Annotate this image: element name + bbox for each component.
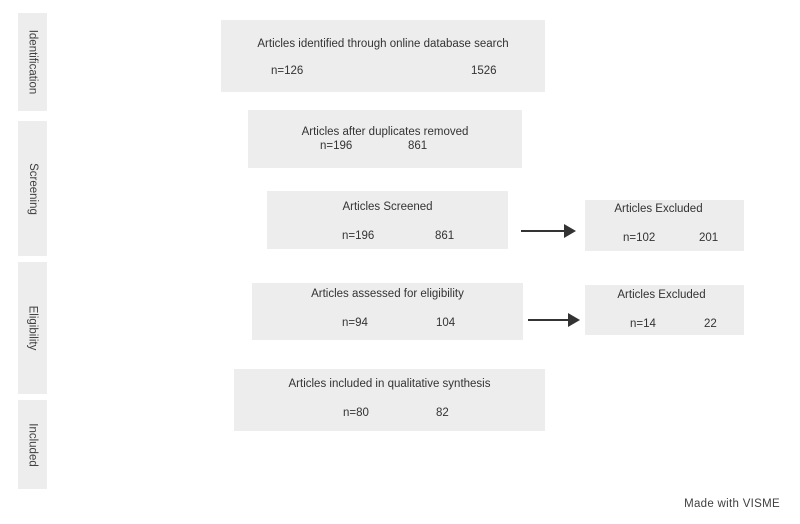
screened-count: 861 (435, 230, 455, 242)
excluded-screening-n: n=102 (623, 232, 656, 244)
duplicates-removed-count: 861 (408, 140, 428, 152)
eligibility-n: n=94 (342, 317, 368, 329)
included-count: 82 (436, 407, 449, 419)
stage-identification-label: Identification (26, 29, 39, 95)
screened-title: Articles Screened (342, 201, 433, 213)
screened-box: Articles Screened n=196 861 (267, 191, 508, 249)
excluded-eligibility-count: 22 (704, 318, 717, 330)
duplicates-removed-box: Articles after duplicates removed n=196 … (248, 110, 522, 168)
eligibility-box: Articles assessed for eligibility n=94 1… (252, 283, 523, 340)
arrow-head (564, 224, 576, 238)
stage-eligibility: Eligibility (18, 262, 47, 394)
excluded-eligibility-box: Articles Excluded n=14 22 (585, 285, 744, 335)
eligibility-exclusion-arrow (528, 313, 580, 327)
stage-included-label: Included (26, 422, 39, 467)
screening-exclusion-arrow (521, 224, 576, 238)
stage-included: Included (18, 400, 47, 489)
excluded-screening-title: Articles Excluded (614, 203, 703, 215)
identified-box: Articles identified through online datab… (221, 20, 545, 92)
made-with-visme-credit: Made with VISME (684, 498, 780, 510)
stage-screening-label: Screening (26, 162, 39, 215)
excluded-eligibility-title: Articles Excluded (617, 289, 706, 301)
duplicates-removed-n: n=196 (320, 140, 353, 152)
arrow-head (568, 313, 580, 327)
excluded-screening-count: 201 (699, 232, 719, 244)
eligibility-title: Articles assessed for eligibility (311, 288, 464, 300)
included-box: Articles included in qualitative synthes… (234, 369, 545, 431)
identified-n: n=126 (271, 65, 304, 77)
stage-eligibility-label: Eligibility (26, 305, 39, 351)
arrow-shaft (528, 319, 570, 321)
eligibility-count: 104 (436, 317, 456, 329)
identified-title: Articles identified through online datab… (257, 38, 509, 50)
included-title: Articles included in qualitative synthes… (288, 378, 491, 390)
arrow-shaft (521, 230, 566, 232)
stage-identification: Identification (18, 13, 47, 111)
duplicates-removed-title: Articles after duplicates removed (301, 126, 469, 138)
identified-count: 1526 (471, 65, 497, 77)
included-n: n=80 (343, 407, 369, 419)
excluded-screening-box: Articles Excluded n=102 201 (585, 200, 744, 251)
stage-screening: Screening (18, 121, 47, 256)
screened-n: n=196 (342, 230, 375, 242)
excluded-eligibility-n: n=14 (630, 318, 656, 330)
